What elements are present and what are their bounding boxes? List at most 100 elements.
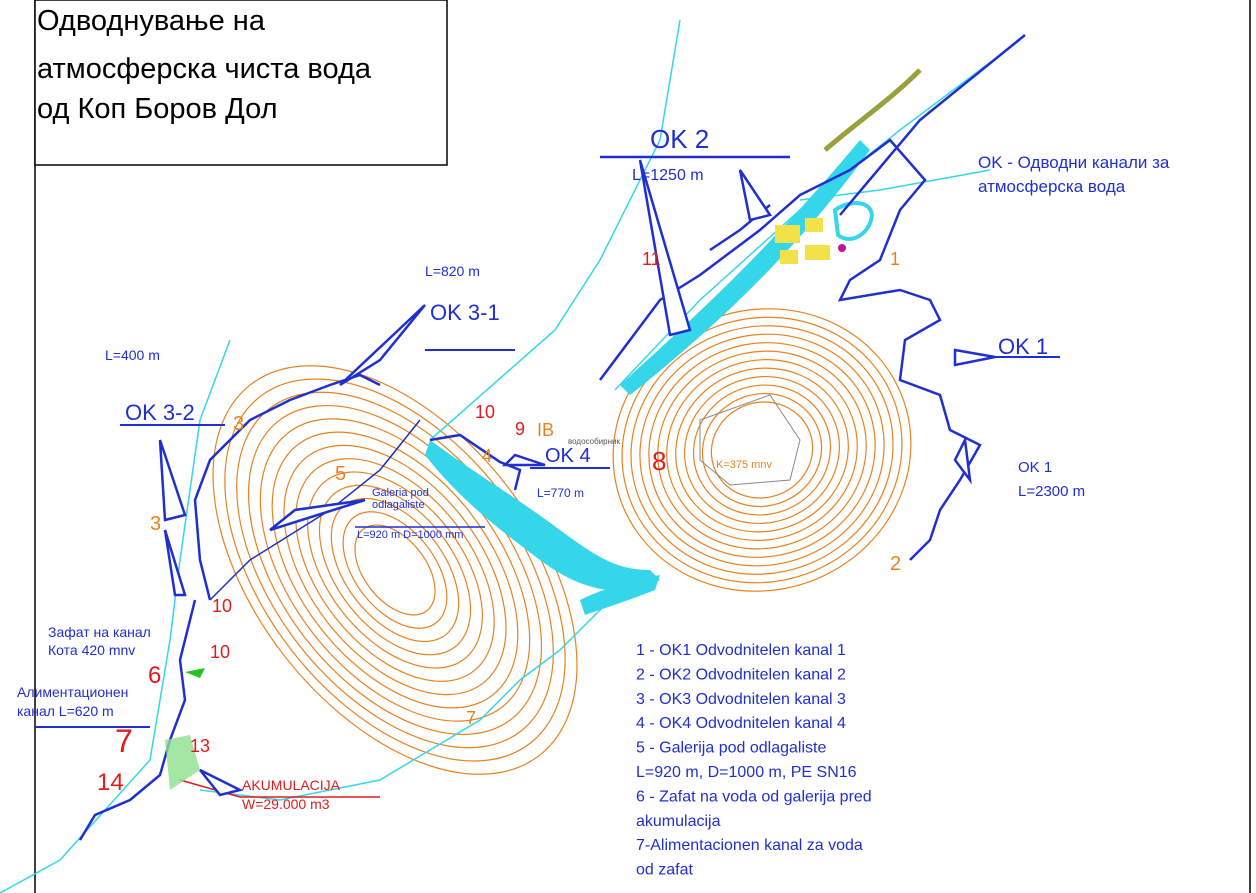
label: 10 — [212, 596, 232, 616]
arrow — [501, 453, 546, 467]
label: OK 3-1 — [430, 300, 500, 325]
pit-contour — [621, 316, 903, 584]
label: L=770 m — [537, 486, 584, 500]
title-box — [34, 0, 448, 166]
legend: 1 - OK1 Odvodnitelen kanal 1 2 - OK2 Odvo… — [636, 642, 872, 879]
label: 11 — [642, 249, 661, 269]
label: OK 4 — [545, 445, 591, 467]
label: L=2300 m — [1018, 483, 1085, 500]
legend-item: 5 - Galerija pod odlagaliste — [636, 740, 826, 757]
label: 9 — [515, 419, 525, 439]
label: 3 — [150, 513, 161, 535]
label: 10 — [475, 402, 495, 422]
dump-contour — [318, 484, 472, 656]
label: 8 — [652, 446, 666, 476]
river — [0, 339, 231, 893]
label: Galeria pod — [372, 487, 429, 499]
legend-item: od zafat — [636, 862, 693, 879]
label: L=400 m — [105, 347, 160, 363]
building — [805, 218, 823, 232]
label: канал L=620 m — [17, 703, 114, 719]
label: 14 — [97, 769, 124, 796]
arrow — [953, 348, 996, 367]
legend-item: akumulacija — [636, 813, 721, 830]
dump-contour — [283, 444, 507, 696]
dump-contour — [271, 431, 519, 709]
label: W=29.000 m3 — [242, 796, 330, 812]
channel — [78, 599, 197, 841]
label: odlagaliste — [372, 499, 425, 511]
pit-contour — [683, 375, 841, 525]
pit-contour — [657, 350, 867, 550]
river — [429, 19, 681, 441]
channel — [429, 433, 522, 491]
label: L=1250 m — [632, 167, 704, 184]
arrow — [158, 439, 187, 522]
label: 6 — [148, 662, 161, 689]
river-band — [580, 575, 660, 615]
label: 7 — [466, 708, 476, 728]
legend-item: 7-Alimentacionen kanal za voda — [636, 837, 863, 854]
arrow — [339, 304, 426, 387]
arrow — [638, 159, 692, 337]
label: 3 — [233, 413, 244, 435]
channels — [35, 34, 1060, 841]
legend-item: 6 - Zafat na voda od galerija pred — [636, 788, 872, 805]
channel — [599, 138, 982, 561]
dump-contour — [354, 524, 436, 616]
building — [780, 250, 798, 264]
pit-contour — [666, 359, 858, 541]
river-band — [425, 440, 660, 591]
arrow — [163, 529, 187, 597]
label: Алиментационен — [17, 684, 128, 700]
building — [775, 225, 800, 243]
label: OK 1 — [998, 334, 1048, 359]
label: OK 2 — [650, 124, 709, 154]
leader-line — [179, 779, 380, 798]
pit-contour — [630, 325, 894, 575]
arrow — [738, 169, 773, 222]
dump-contour — [342, 511, 448, 629]
dump-contour — [295, 458, 495, 682]
label: Кота 420 mnv — [48, 642, 135, 658]
label: AKUMULACIJA — [242, 777, 341, 793]
legend-item: 4 - OK4 Odvodnitelen kanal 4 — [636, 715, 846, 732]
label: OK - Одводни канали за — [978, 153, 1170, 172]
building — [805, 245, 830, 260]
label: 13 — [190, 736, 210, 756]
legend-item: 2 - OK2 Odvodnitelen kanal 2 — [636, 666, 846, 683]
label: 10 — [210, 642, 230, 662]
labels: OK 2 L=1250 m OK - Одводни канали за атм… — [17, 124, 1170, 812]
label: водособирник — [568, 437, 620, 446]
legend-item: 3 - OK3 Odvodnitelen kanal 3 — [636, 691, 846, 708]
legend-item: L=920 m, D=1000 m, PE SN16 — [636, 764, 857, 781]
channel — [209, 419, 421, 601]
channel — [839, 34, 1026, 216]
label: атмосферска вода — [978, 177, 1126, 196]
road — [823, 68, 922, 152]
pit-contour — [701, 392, 823, 508]
intake — [185, 668, 205, 678]
label: OK 1 — [1018, 459, 1052, 476]
label: 5 — [335, 463, 346, 485]
title-line: Одводнување на — [37, 5, 266, 37]
title-line: атмосферска чиста вода — [37, 53, 372, 85]
arrow — [199, 768, 244, 797]
pit-contour — [648, 342, 876, 558]
buildings — [775, 218, 846, 264]
arrow — [953, 435, 972, 485]
river — [199, 599, 611, 801]
accumulation — [165, 735, 200, 790]
title-line: од Коп Боров Дол — [37, 93, 278, 125]
label: K=375 mnv — [716, 459, 772, 471]
label: 2 — [890, 553, 901, 575]
label: 4 — [482, 446, 492, 466]
label: OK 3-2 — [125, 400, 195, 425]
label: IB — [537, 420, 554, 440]
pit-contour — [675, 367, 849, 533]
pit-contour — [692, 384, 832, 516]
pit-contour — [639, 333, 885, 567]
label: 1 — [890, 249, 900, 269]
pit-bottom — [699, 394, 801, 486]
